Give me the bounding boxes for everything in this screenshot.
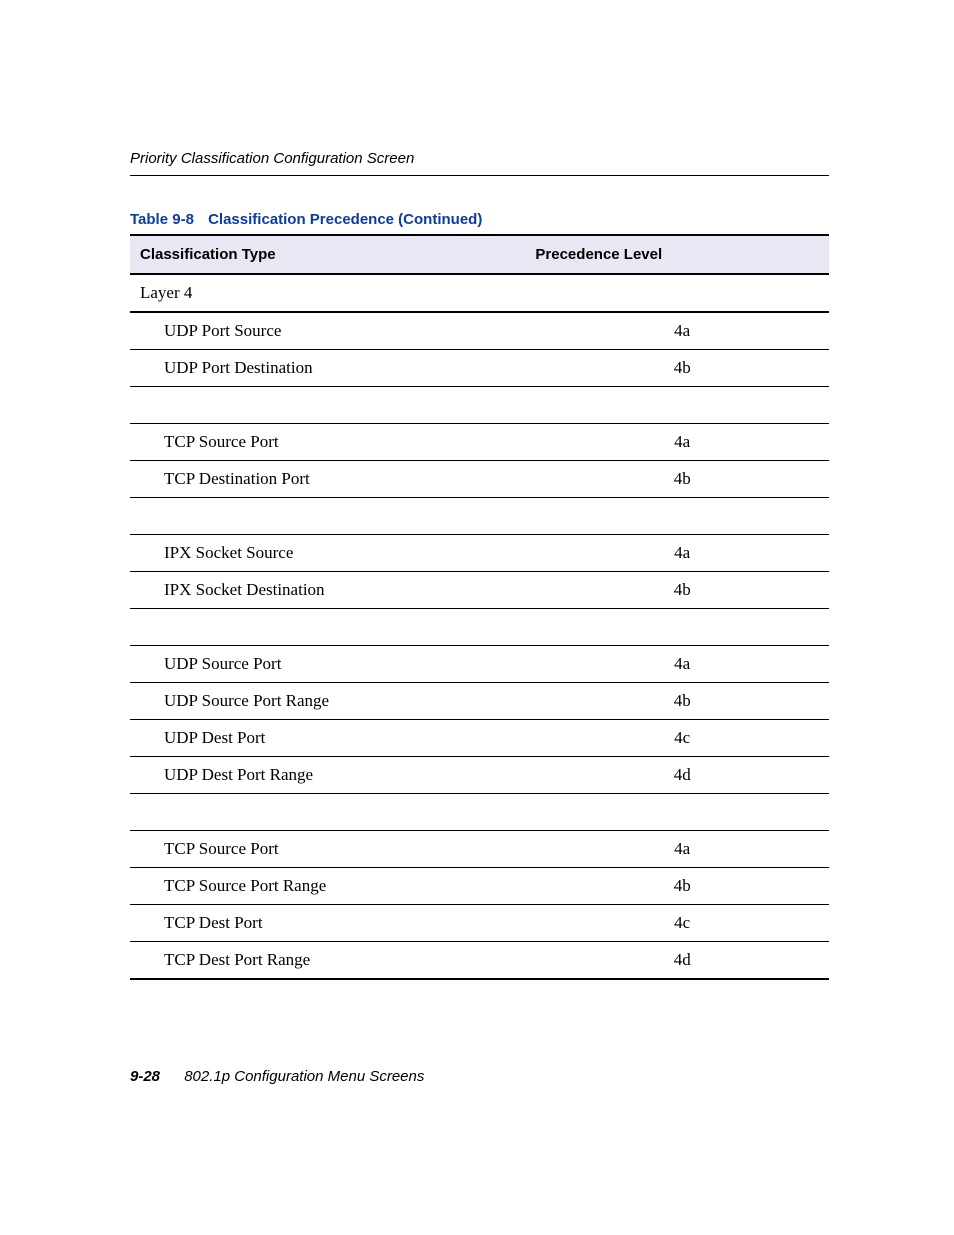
table-caption-name: Classification Precedence (Continued) [208,211,482,228]
spacer-row [130,498,829,535]
table-row: UDP Dest Port4c [130,720,829,757]
table-row: TCP Source Port4a [130,831,829,868]
table-row: TCP Destination Port4b [130,461,829,498]
cell-classification-type: UDP Source Port Range [130,683,535,720]
table-row: UDP Port Destination4b [130,350,829,387]
column-header-prec: Precedence Level [535,235,829,274]
cell-precedence-level: 4b [535,868,829,905]
table-row: UDP Port Source4a [130,312,829,350]
cell-classification-type: UDP Dest Port Range [130,757,535,794]
cell-precedence-level: 4a [535,535,829,572]
spacer-cell [130,794,829,831]
cell-precedence-level: 4a [535,646,829,683]
table-row: TCP Source Port4a [130,424,829,461]
cell-precedence-level: 4a [535,312,829,350]
table-row: UDP Dest Port Range4d [130,757,829,794]
cell-precedence-level: 4b [535,683,829,720]
cell-classification-type: IPX Socket Source [130,535,535,572]
cell-classification-type: UDP Port Destination [130,350,535,387]
cell-precedence-level: 4a [535,424,829,461]
cell-precedence-level: 4d [535,942,829,980]
cell-classification-type: UDP Port Source [130,312,535,350]
section-row: Layer 4 [130,274,829,312]
section-cell: Layer 4 [130,274,829,312]
precedence-table: Classification Type Precedence Level Lay… [130,234,829,980]
page-number: 9-28 [130,1068,160,1085]
table-header-row: Classification Type Precedence Level [130,235,829,274]
table-row: IPX Socket Destination4b [130,572,829,609]
table-row: TCP Dest Port Range4d [130,942,829,980]
chapter-name: 802.1p Configuration Menu Screens [184,1068,424,1085]
cell-classification-type: TCP Source Port Range [130,868,535,905]
spacer-cell [130,387,829,424]
table-caption-label: Table 9-8 [130,211,194,228]
table-row: UDP Source Port Range4b [130,683,829,720]
cell-classification-type: TCP Source Port [130,424,535,461]
cell-classification-type: UDP Source Port [130,646,535,683]
section-title: Priority Classification Configuration Sc… [130,150,829,176]
page-header: Priority Classification Configuration Sc… [130,150,829,176]
table-row: TCP Source Port Range4b [130,868,829,905]
spacer-row [130,387,829,424]
cell-precedence-level: 4a [535,831,829,868]
cell-classification-type: TCP Dest Port Range [130,942,535,980]
cell-precedence-level: 4b [535,572,829,609]
spacer-cell [130,609,829,646]
cell-precedence-level: 4c [535,905,829,942]
spacer-cell [130,498,829,535]
page-footer: 9-28 802.1p Configuration Menu Screens [130,1068,424,1085]
cell-classification-type: IPX Socket Destination [130,572,535,609]
spacer-row [130,609,829,646]
cell-precedence-level: 4d [535,757,829,794]
column-header-type: Classification Type [130,235,535,274]
cell-classification-type: TCP Destination Port [130,461,535,498]
cell-classification-type: TCP Source Port [130,831,535,868]
table-row: TCP Dest Port4c [130,905,829,942]
cell-precedence-level: 4c [535,720,829,757]
cell-precedence-level: 4b [535,350,829,387]
cell-classification-type: TCP Dest Port [130,905,535,942]
table-row: UDP Source Port4a [130,646,829,683]
table-row: IPX Socket Source4a [130,535,829,572]
table-caption: Table 9-8 Classification Precedence (Con… [130,211,829,228]
cell-classification-type: UDP Dest Port [130,720,535,757]
cell-precedence-level: 4b [535,461,829,498]
spacer-row [130,794,829,831]
